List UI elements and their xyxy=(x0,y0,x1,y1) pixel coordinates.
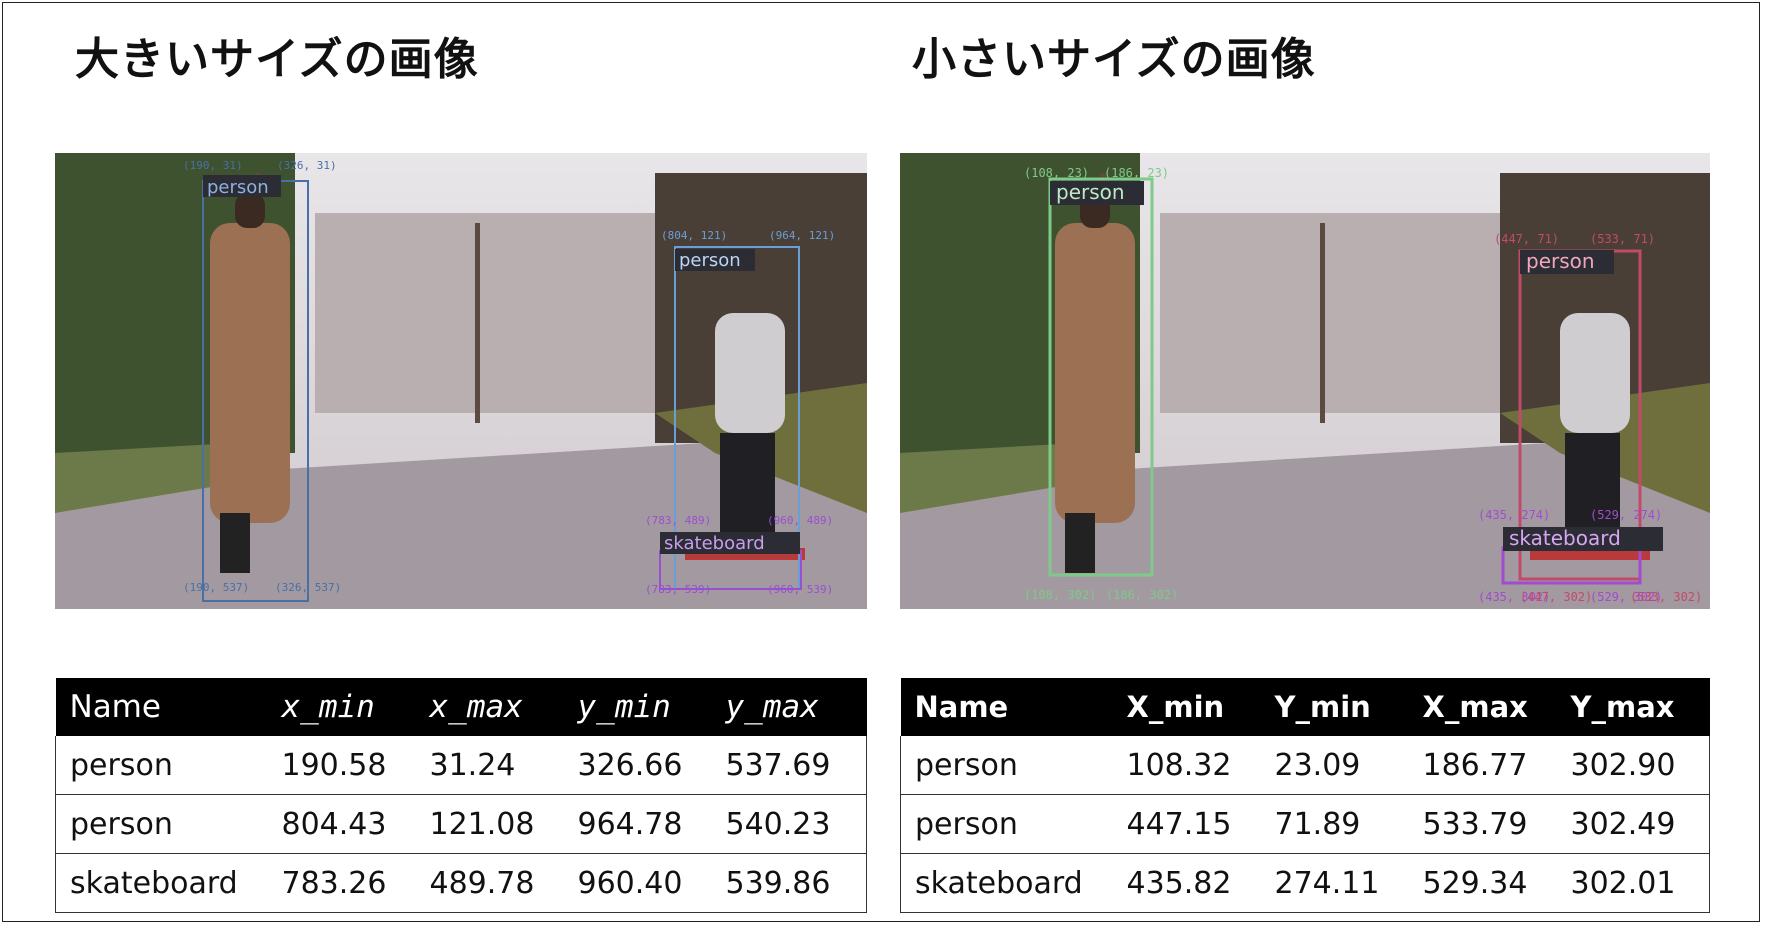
left-box-skateboard-label: skateboard xyxy=(664,533,765,554)
right-box-skateboard-tl: (435, 274) xyxy=(1478,508,1550,522)
right-box-person-2-tag xyxy=(1520,250,1614,274)
right-table-header-row: Name X_min Y_min X_max Y_max xyxy=(900,678,1710,736)
table-cell: 71.89 xyxy=(1260,794,1409,854)
right-box-skateboard-bl: (435, 302) xyxy=(1478,590,1550,604)
table-cell: 302.90 xyxy=(1556,736,1710,795)
table-cell: 302.49 xyxy=(1556,794,1710,854)
left-title: 大きいサイズの画像 xyxy=(75,34,479,85)
table-row: person 190.58 31.24 326.66 537.69 xyxy=(55,736,867,795)
left-th-y-max: y_max xyxy=(711,678,867,736)
right-box-person-2-tr: (533, 71) xyxy=(1590,232,1655,246)
table-cell: 31.24 xyxy=(415,736,564,795)
table-row: person 447.15 71.89 533.79 302.49 xyxy=(900,794,1710,854)
table-cell: 960.40 xyxy=(563,853,712,913)
right-box-person-1 xyxy=(1048,177,1154,577)
table-row: skateboard 435.82 274.11 529.34 302.01 xyxy=(900,853,1710,913)
right-box-person-1-br: (186, 302) xyxy=(1106,588,1178,602)
right-box-person-2-label: person xyxy=(1526,249,1595,273)
right-th-x-min: X_min xyxy=(1112,678,1261,736)
right-results-table: Name X_min Y_min X_max Y_max person 108.… xyxy=(900,678,1710,913)
left-box-person-1-tag xyxy=(203,175,281,197)
table-cell: skateboard xyxy=(900,853,1113,913)
right-box-skateboard-label: skateboard xyxy=(1509,526,1621,550)
right-box-person-2-bl: (447, 302) xyxy=(1520,590,1592,604)
right-box-person-1-tr: (186, 23) xyxy=(1104,166,1169,180)
right-box-person-1-tag xyxy=(1050,181,1144,205)
left-th-x-max: x_max xyxy=(415,678,564,736)
left-th-x-min: x_min xyxy=(267,678,416,736)
right-box-person-1-tl: (108, 23) xyxy=(1024,166,1089,180)
table-row: person 108.32 23.09 186.77 302.90 xyxy=(900,736,1710,795)
table-row: skateboard 783.26 489.78 960.40 539.86 xyxy=(55,853,867,913)
left-detection-image: person (190, 31) (326, 31) (190, 537) (3… xyxy=(55,153,867,609)
table-cell: 804.43 xyxy=(267,794,416,854)
table-cell: person xyxy=(55,794,268,854)
left-box-skateboard-bl: (783, 539) xyxy=(645,583,711,596)
right-detection-image: person (108, 23) (186, 23) (108, 302) (1… xyxy=(900,153,1710,609)
left-box-person-2-tl: (804, 121) xyxy=(661,229,727,242)
right-title: 小さいサイズの画像 xyxy=(912,34,1316,85)
table-cell: 964.78 xyxy=(563,794,712,854)
right-th-y-min: Y_min xyxy=(1260,678,1409,736)
right-th-y-max: Y_max xyxy=(1556,678,1710,736)
table-cell: person xyxy=(900,794,1113,854)
table-cell: 190.58 xyxy=(267,736,416,795)
left-th-y-min: y_min xyxy=(563,678,712,736)
table-cell: 539.86 xyxy=(711,853,867,913)
left-scene-svg: person (190, 31) (326, 31) (190, 537) (3… xyxy=(55,153,867,609)
table-cell: 302.01 xyxy=(1556,853,1710,913)
table-cell: 540.23 xyxy=(711,794,867,854)
table-cell: 121.08 xyxy=(415,794,564,854)
left-box-skateboard-tr: (960, 489) xyxy=(767,514,833,527)
right-box-person-2-tl: (447, 71) xyxy=(1494,232,1559,246)
table-cell: 108.32 xyxy=(1112,736,1261,795)
table-cell: 529.34 xyxy=(1408,853,1557,913)
left-box-skateboard-br: (960, 539) xyxy=(767,583,833,596)
table-cell: skateboard xyxy=(55,853,268,913)
left-box-person-1-label: person xyxy=(207,177,269,198)
right-scene-svg: person (108, 23) (186, 23) (108, 302) (1… xyxy=(900,153,1710,609)
right-box-skateboard-tag xyxy=(1503,527,1663,551)
left-box-person-2-tr: (964, 121) xyxy=(769,229,835,242)
right-box-person-1-label: person xyxy=(1056,180,1125,204)
table-row: person 804.43 121.08 964.78 540.23 xyxy=(55,794,867,854)
left-table-header-row: Name x_min x_max y_min y_max xyxy=(55,678,867,736)
left-box-person-1-tr: (326, 31) xyxy=(277,159,337,172)
left-th-name: Name xyxy=(55,678,268,736)
right-th-x-max: X_max xyxy=(1408,678,1557,736)
table-cell: 186.77 xyxy=(1408,736,1557,795)
table-cell: 274.11 xyxy=(1260,853,1409,913)
table-cell: 326.66 xyxy=(563,736,712,795)
table-cell: 447.15 xyxy=(1112,794,1261,854)
table-cell: 435.82 xyxy=(1112,853,1261,913)
left-box-person-2-label: person xyxy=(679,250,741,271)
left-box-person-2-tag xyxy=(675,249,755,271)
right-box-skateboard-tr: (529, 274) xyxy=(1590,508,1662,522)
table-cell: 489.78 xyxy=(415,853,564,913)
left-box-person-1-bl: (190, 537) xyxy=(183,581,249,594)
table-cell: person xyxy=(55,736,268,795)
table-cell: 23.09 xyxy=(1260,736,1409,795)
table-cell: 783.26 xyxy=(267,853,416,913)
left-box-person-1-tl: (190, 31) xyxy=(183,159,243,172)
left-box-person-1-br: (326, 537) xyxy=(275,581,341,594)
table-cell: 533.79 xyxy=(1408,794,1557,854)
right-box-person-1-bl: (108, 302) xyxy=(1024,588,1096,602)
left-box-skateboard-tag xyxy=(660,532,800,554)
right-box-skateboard-br: (529, 302) xyxy=(1590,590,1662,604)
table-cell: 537.69 xyxy=(711,736,867,795)
right-box-person-2-br: (533, 302) xyxy=(1630,590,1702,604)
right-th-name: Name xyxy=(900,678,1113,736)
table-cell: person xyxy=(900,736,1113,795)
left-box-skateboard-tl: (783, 489) xyxy=(645,514,711,527)
left-results-table: Name x_min x_max y_min y_max person 190.… xyxy=(55,678,867,913)
